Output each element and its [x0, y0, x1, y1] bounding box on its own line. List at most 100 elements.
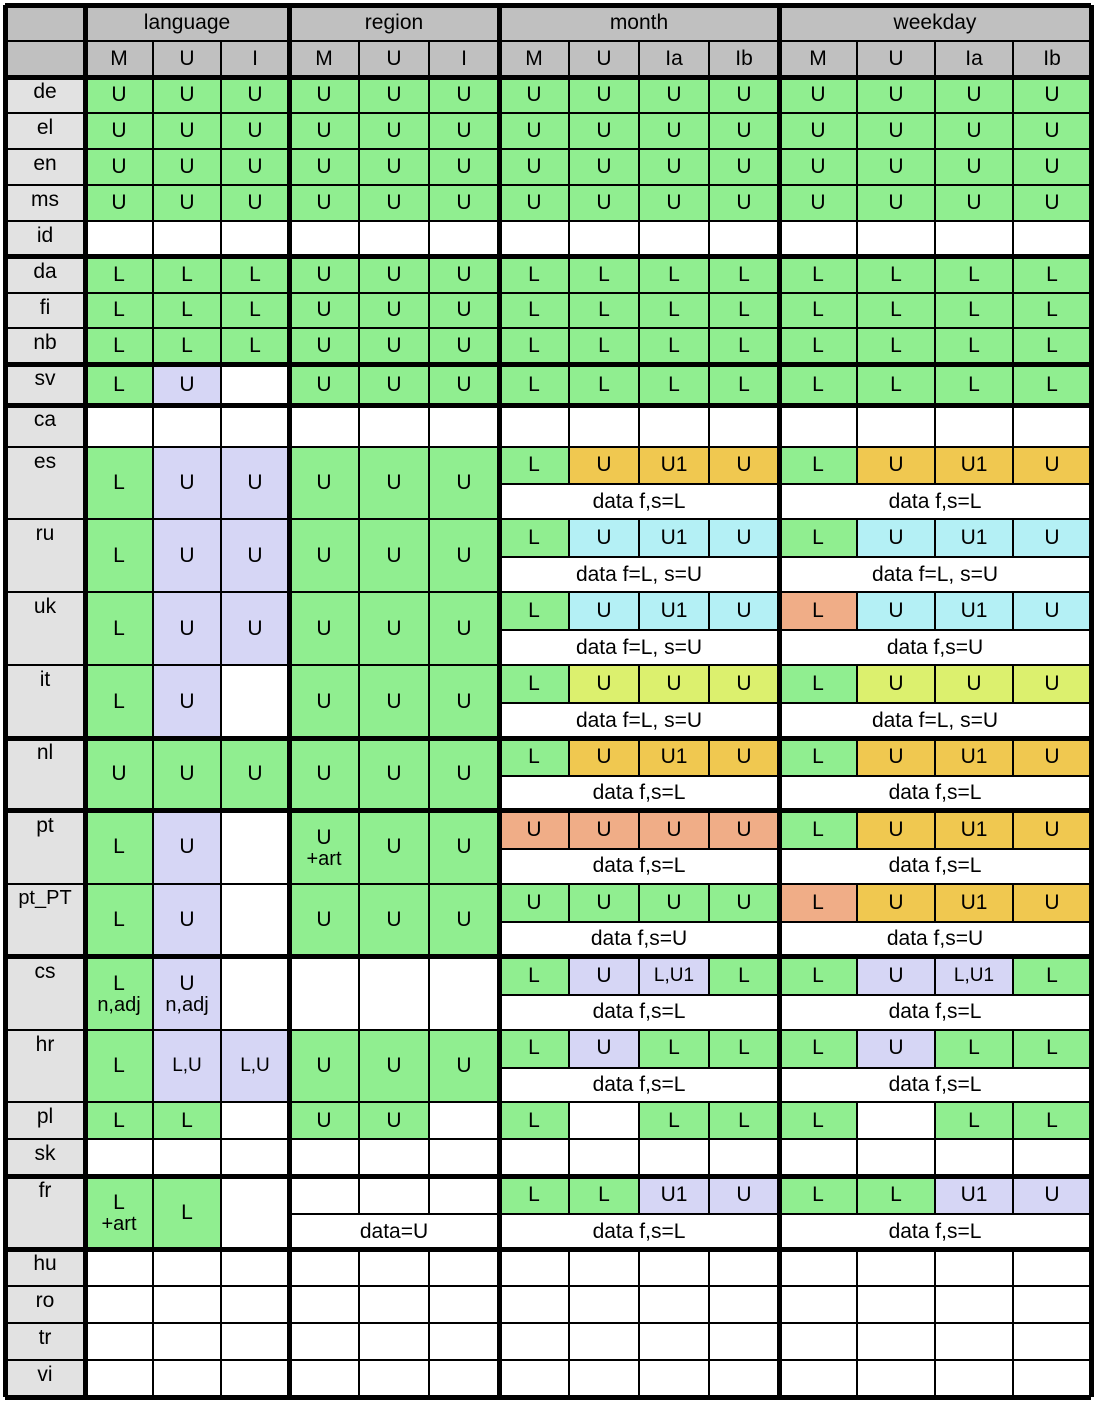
- cell-es-weekday-3-0[interactable]: L: [779, 446, 857, 485]
- cell-ro-month-2-1[interactable]: [569, 1286, 639, 1324]
- cell-nl-region-1-2[interactable]: U: [429, 738, 499, 811]
- cell-ru-weekday-3-3[interactable]: U: [1013, 519, 1091, 558]
- cell-it-language-0-0[interactable]: L: [85, 665, 153, 739]
- cell-cs-weekday-3-3[interactable]: L: [1013, 956, 1091, 995]
- row-header-hu[interactable]: hu: [5, 1249, 85, 1287]
- cell-hr-weekday-3-3[interactable]: L: [1013, 1029, 1091, 1068]
- cell-tr-month-2-3[interactable]: [709, 1323, 779, 1361]
- cell-cs-region-1-0[interactable]: [289, 956, 359, 1030]
- row-header-ca[interactable]: ca: [5, 405, 85, 447]
- cell-en-region-1-0[interactable]: U: [289, 148, 359, 185]
- cell-ro-language-0-2[interactable]: [221, 1286, 289, 1324]
- cell-de-region-1-2[interactable]: U: [429, 77, 499, 113]
- cell-id-language-0-0[interactable]: [85, 220, 153, 257]
- cell-ru-month-2-1[interactable]: U: [569, 519, 639, 558]
- cell-nb-language-0-2[interactable]: L: [221, 328, 289, 365]
- cell-pl-weekday-3-0[interactable]: L: [779, 1102, 857, 1140]
- cell-sk-month-2-3[interactable]: [709, 1139, 779, 1177]
- cell-it-month-2-0[interactable]: L: [499, 665, 569, 704]
- cell-nb-weekday-3-0[interactable]: L: [779, 328, 857, 365]
- cell-tr-weekday-3-3[interactable]: [1013, 1323, 1091, 1361]
- cell-ru-region-1-1[interactable]: U: [359, 519, 429, 593]
- cell-de-language-0-1[interactable]: U: [153, 77, 221, 113]
- cell-ru-language-0-1[interactable]: U: [153, 519, 221, 593]
- cell-uk-month-2-3[interactable]: U: [709, 592, 779, 631]
- cell-ca-language-0-2[interactable]: [221, 405, 289, 447]
- cell-hu-weekday-3-0[interactable]: [779, 1249, 857, 1287]
- cell-vi-language-0-0[interactable]: [85, 1360, 153, 1397]
- cell-nl-language-0-2[interactable]: U: [221, 738, 289, 811]
- cell-sv-month-2-1[interactable]: L: [569, 364, 639, 406]
- cell-pl-region-1-2[interactable]: [429, 1102, 499, 1140]
- cell-en-language-0-2[interactable]: U: [221, 148, 289, 185]
- cell-uk-weekday-3-2[interactable]: U1: [935, 592, 1013, 631]
- cell-id-month-2-2[interactable]: [639, 220, 709, 257]
- cell-tr-weekday-3-2[interactable]: [935, 1323, 1013, 1361]
- cell-ms-language-0-2[interactable]: U: [221, 184, 289, 221]
- row-header-sk[interactable]: sk: [5, 1139, 85, 1177]
- cell-el-weekday-3-0[interactable]: U: [779, 112, 857, 149]
- cell-ms-language-0-1[interactable]: U: [153, 184, 221, 221]
- cell-de-region-1-1[interactable]: U: [359, 77, 429, 113]
- cell-vi-month-2-1[interactable]: [569, 1360, 639, 1397]
- cell-da-weekday-3-1[interactable]: L: [857, 256, 935, 293]
- cell-ms-weekday-3-3[interactable]: U: [1013, 184, 1091, 221]
- cell-it-month-2-2[interactable]: U: [639, 665, 709, 704]
- cell-vi-weekday-3-3[interactable]: [1013, 1360, 1091, 1397]
- cell-da-region-1-2[interactable]: U: [429, 256, 499, 293]
- cell-es-month-2-1[interactable]: U: [569, 446, 639, 485]
- cell-pt-weekday-3-0[interactable]: L: [779, 810, 857, 849]
- cell-de-weekday-3-2[interactable]: U: [935, 77, 1013, 113]
- cell-pt_PT-weekday-3-1[interactable]: U: [857, 883, 935, 922]
- cell-nb-weekday-3-1[interactable]: L: [857, 328, 935, 365]
- cell-el-month-2-0[interactable]: U: [499, 112, 569, 149]
- cell-hu-month-2-2[interactable]: [639, 1249, 709, 1287]
- cell-sk-weekday-3-3[interactable]: [1013, 1139, 1091, 1177]
- cell-cs-weekday-3-0[interactable]: L: [779, 956, 857, 995]
- cell-pl-language-0-1[interactable]: L: [153, 1102, 221, 1140]
- cell-fr-month-2-0[interactable]: L: [499, 1176, 569, 1215]
- cell-it-weekday-3-2[interactable]: U: [935, 665, 1013, 704]
- row-header-id[interactable]: id: [5, 220, 85, 257]
- cell-ru-month-2-0[interactable]: L: [499, 519, 569, 558]
- cell-de-weekday-3-0[interactable]: U: [779, 77, 857, 113]
- cell-it-weekday-3-1[interactable]: U: [857, 665, 935, 704]
- cell-fr-month-2-1[interactable]: L: [569, 1176, 639, 1215]
- cell-pt_PT-language-0-0[interactable]: L: [85, 883, 153, 957]
- cell-fi-month-2-2[interactable]: L: [639, 292, 709, 329]
- cell-tr-language-0-2[interactable]: [221, 1323, 289, 1361]
- cell-tr-language-0-0[interactable]: [85, 1323, 153, 1361]
- cell-pt-month-2-1[interactable]: U: [569, 810, 639, 849]
- cell-nb-weekday-3-3[interactable]: L: [1013, 328, 1091, 365]
- cell-pt_PT-region-1-0[interactable]: U: [289, 883, 359, 957]
- cell-id-weekday-3-3[interactable]: [1013, 220, 1091, 257]
- cell-ms-month-2-2[interactable]: U: [639, 184, 709, 221]
- cell-el-region-1-0[interactable]: U: [289, 112, 359, 149]
- cell-da-language-0-1[interactable]: L: [153, 256, 221, 293]
- cell-fr-weekday-3-2[interactable]: U1: [935, 1176, 1013, 1215]
- cell-it-month-2-3[interactable]: U: [709, 665, 779, 704]
- cell-nl-weekday-3-0[interactable]: L: [779, 738, 857, 776]
- cell-pl-region-1-0[interactable]: U: [289, 1102, 359, 1140]
- cell-sk-month-2-2[interactable]: [639, 1139, 709, 1177]
- cell-nl-weekday-3-2[interactable]: U1: [935, 738, 1013, 776]
- cell-ca-region-1-1[interactable]: [359, 405, 429, 447]
- cell-hu-region-1-1[interactable]: [359, 1249, 429, 1287]
- cell-sk-region-1-0[interactable]: [289, 1139, 359, 1177]
- cell-tr-weekday-3-0[interactable]: [779, 1323, 857, 1361]
- cell-es-month-2-2[interactable]: U1: [639, 446, 709, 485]
- cell-uk-month-2-2[interactable]: U1: [639, 592, 709, 631]
- cell-fi-month-2-0[interactable]: L: [499, 292, 569, 329]
- cell-it-language-0-1[interactable]: U: [153, 665, 221, 739]
- cell-fi-language-0-2[interactable]: L: [221, 292, 289, 329]
- cell-id-weekday-3-0[interactable]: [779, 220, 857, 257]
- cell-ro-weekday-3-0[interactable]: [779, 1286, 857, 1324]
- row-header-pl[interactable]: pl: [5, 1102, 85, 1140]
- cell-de-month-2-1[interactable]: U: [569, 77, 639, 113]
- cell-fr-weekday-3-3[interactable]: U: [1013, 1176, 1091, 1215]
- row-header-cs[interactable]: cs: [5, 956, 85, 1030]
- cell-de-month-2-3[interactable]: U: [709, 77, 779, 113]
- cell-ca-month-2-2[interactable]: [639, 405, 709, 447]
- cell-es-language-0-1[interactable]: U: [153, 446, 221, 520]
